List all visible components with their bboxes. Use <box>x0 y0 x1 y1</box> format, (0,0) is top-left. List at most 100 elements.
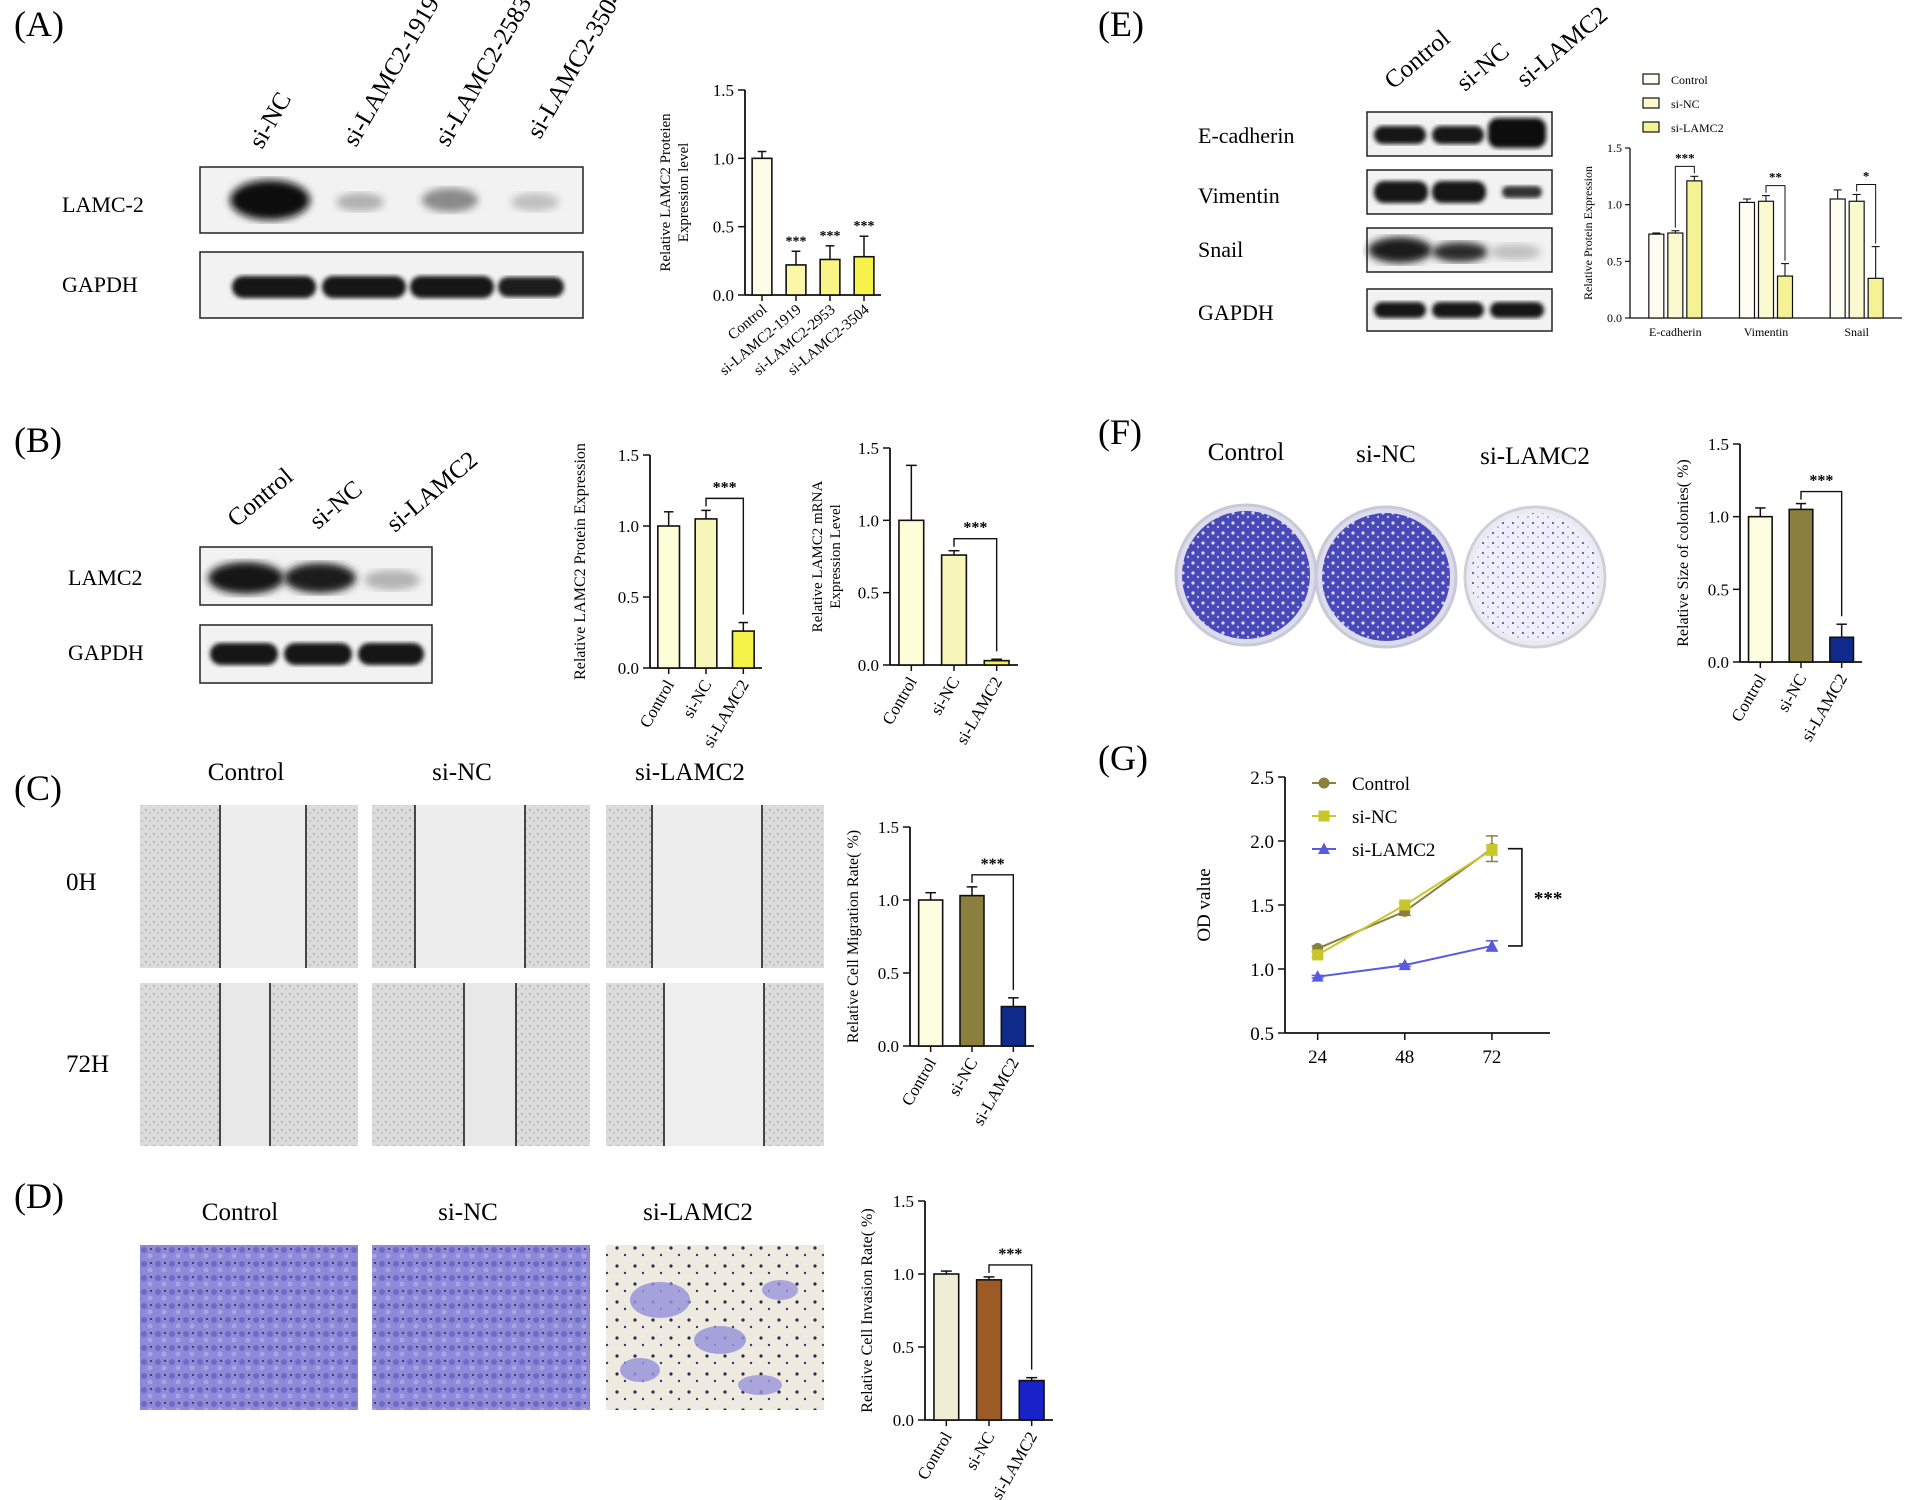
y-tick-label: 1.0 <box>713 149 734 168</box>
y-tick-label: 1.5 <box>1250 896 1274 917</box>
bar <box>1829 198 1846 319</box>
y-tick-label: 0.5 <box>858 584 879 603</box>
chart-g-od-growth: 0.5 1.0 1.5 2.0 2.5 24 48 72 OD value *** Control s… <box>1194 768 1562 1068</box>
western-blot-b-lamc2 <box>199 546 433 606</box>
y-tick-label: 0.5 <box>1607 254 1622 268</box>
blot-row-label: E-cadherin <box>1198 123 1295 148</box>
y-tick-label: 1.0 <box>893 1265 914 1284</box>
chart-e-emt-markers: 0.0 0.5 1.0 1.5 Relative Protein Expression E… <box>1581 73 1902 339</box>
y-tick-label: 1.0 <box>1607 198 1622 212</box>
row-label: 72H <box>66 1051 109 1078</box>
x-tick-label: si-NC <box>962 1429 999 1474</box>
legend-label: si-LAMC2 <box>1352 840 1435 861</box>
blot-row-label: Vimentin <box>1198 183 1280 208</box>
significance-bracket <box>971 874 1015 990</box>
x-tick-label: Snail <box>1844 325 1869 339</box>
significance-bracket <box>1765 185 1786 261</box>
y-axis-label: Relative LAMC2 Proteien Expression level <box>658 113 692 272</box>
x-tick-label: si-NC <box>927 674 964 719</box>
legend-swatch <box>1642 97 1660 109</box>
western-blot-e-snail <box>1366 227 1553 273</box>
legend-label: si-NC <box>1671 97 1700 111</box>
significance-label: *** <box>713 479 737 496</box>
data-point <box>1312 949 1324 961</box>
blot-row-label: LAMC2 <box>68 565 143 590</box>
legend-label: si-NC <box>1352 807 1397 828</box>
bar <box>751 157 773 296</box>
blot-lane-label: si-NC <box>1452 38 1515 97</box>
x-tick-label: si-NC <box>945 1055 982 1100</box>
column-label: si-NC <box>438 1199 498 1226</box>
scratch-image-72h-control <box>140 983 358 1146</box>
blot-row-label: GAPDH <box>62 272 138 297</box>
panel-label-a: (A) <box>14 4 64 44</box>
blot-row-label: Snail <box>1198 237 1243 262</box>
scratch-image-0h-control <box>140 805 358 968</box>
legend-marker <box>1318 777 1330 789</box>
y-tick-label: 0.5 <box>1250 1024 1274 1045</box>
colony-plate-sinc <box>1314 505 1458 649</box>
y-axis-label: Relative Cell Invasion Rate( %) <box>859 1208 876 1412</box>
bar <box>1738 201 1756 319</box>
significance-bracket <box>1507 847 1523 947</box>
y-tick-label: 1.0 <box>618 517 639 536</box>
significance-bracket <box>1674 165 1695 228</box>
bar <box>657 525 681 669</box>
x-tick-label: Vimentin <box>1744 325 1789 339</box>
y-tick-label: 0.0 <box>713 286 734 305</box>
bar <box>819 258 841 296</box>
invasion-image-silamc2 <box>606 1245 824 1410</box>
y-tick-label: 0.5 <box>878 964 899 983</box>
y-tick-label: 1.5 <box>618 446 639 465</box>
x-tick-label: 72 <box>1482 1047 1501 1068</box>
bar <box>1788 508 1814 663</box>
colony-plate-control <box>1174 503 1318 647</box>
bar <box>1776 275 1794 319</box>
panel-label-d: (D) <box>14 1176 64 1216</box>
x-tick-label: Control <box>878 673 921 728</box>
x-tick-label: si-NC <box>679 677 716 722</box>
y-axis-label: OD value <box>1194 868 1215 941</box>
y-tick-label: 0.5 <box>618 588 639 607</box>
x-tick-label: Control <box>636 676 679 731</box>
bar <box>1747 515 1773 663</box>
significance-label: * <box>1863 168 1870 183</box>
data-point <box>1311 970 1324 982</box>
significance-bracket <box>1856 183 1877 244</box>
data-point <box>1399 899 1411 911</box>
bar <box>731 630 755 669</box>
scratch-image-72h-silamc2 <box>606 983 824 1146</box>
y-axis-label-line: Expression Level <box>828 504 844 609</box>
bar <box>1000 1005 1027 1047</box>
scratch-image-0h-sinc <box>372 805 590 968</box>
y-axis-label-line: Relative LAMC2 Proteien <box>658 113 674 272</box>
y-tick-label: 1.5 <box>878 818 899 837</box>
y-tick-label: 1.0 <box>1250 960 1274 981</box>
bar <box>694 518 718 669</box>
y-tick-label: 0.5 <box>893 1338 914 1357</box>
bar <box>1686 180 1703 319</box>
panel-label-b: (B) <box>14 420 62 460</box>
western-blot-b-gapdh <box>199 624 433 684</box>
y-axis-label: Relative LAMC2 Protein Expression <box>572 443 589 680</box>
y-tick-label: 0.0 <box>618 659 639 678</box>
significance-label: *** <box>963 520 987 537</box>
y-tick-label: 1.5 <box>1607 141 1622 155</box>
data-point <box>1486 844 1498 856</box>
column-label: si-LAMC2 <box>635 759 745 786</box>
bar <box>959 894 985 1047</box>
y-tick-label: 1.5 <box>1708 435 1729 454</box>
legend-marker <box>1318 810 1330 822</box>
blot-lane-label: si-LAMC2-3504 <box>522 0 630 143</box>
y-axis-label-line: Expression level <box>676 143 692 243</box>
western-blot-a-lamc2 <box>199 166 584 234</box>
y-axis-label: Relative Protein Expression <box>1581 166 1595 300</box>
bar <box>1018 1379 1045 1421</box>
significance-bracket <box>705 497 745 615</box>
x-tick-label: Control <box>1727 670 1770 725</box>
y-tick-label: 0.0 <box>858 656 879 675</box>
y-tick-label: 1.5 <box>713 81 734 100</box>
legend-label: Control <box>1352 774 1410 795</box>
